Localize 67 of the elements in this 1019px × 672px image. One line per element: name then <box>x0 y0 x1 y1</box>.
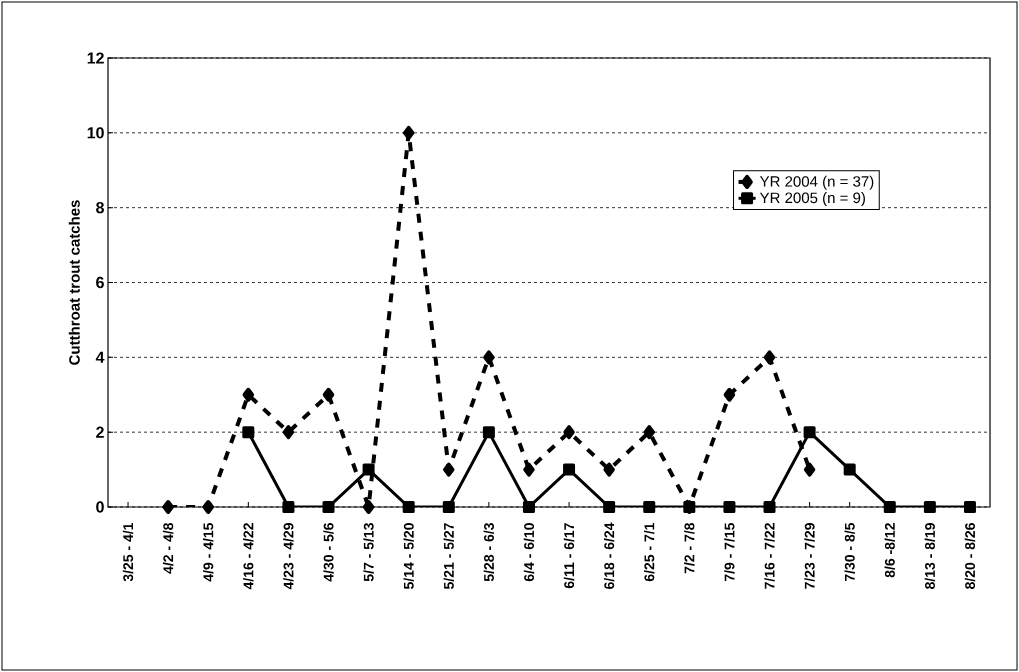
x-tick-label: 7/30 - 8/5 <box>844 522 855 582</box>
x-tick-label: 6/25 - 7/1 <box>644 522 655 582</box>
point <box>482 426 495 439</box>
x-tick-label: 6/18 - 6/24 <box>603 522 615 589</box>
x-tick-label: 6/4 - 6/10 <box>523 523 535 582</box>
point <box>723 387 736 402</box>
point <box>282 501 295 513</box>
point <box>603 501 616 513</box>
point <box>522 501 535 513</box>
point <box>162 500 174 514</box>
y-axis-title: Cutthroat trout catches <box>68 200 80 365</box>
point <box>362 463 375 476</box>
point <box>643 501 656 513</box>
point <box>803 462 816 477</box>
x-tick-label: 4/30 - 5/6 <box>323 523 334 582</box>
point <box>843 463 856 476</box>
point <box>883 501 896 513</box>
x-tick-label: 5/28 - 6/3 <box>483 523 495 582</box>
x-tick-label: 3/25 - 4/1 <box>122 522 134 582</box>
point <box>563 425 575 440</box>
x-tick-label: 4/9 - 4/15 <box>203 522 214 582</box>
y-tick-label: 12 <box>87 52 104 64</box>
point <box>202 500 214 514</box>
point <box>442 501 455 513</box>
x-tick-label: 8/20 - 8/26 <box>964 523 976 590</box>
x-tick-label: 7/9 - 7/15 <box>724 522 735 582</box>
point <box>242 426 255 439</box>
point <box>763 350 776 365</box>
point <box>963 501 976 513</box>
point <box>362 500 375 514</box>
point <box>683 501 696 513</box>
point <box>603 462 615 477</box>
x-tick-label: 5/21 - 5/27 <box>443 523 454 590</box>
point <box>402 125 415 140</box>
point <box>242 387 255 402</box>
y-tick-label: 0 <box>96 501 104 513</box>
point <box>483 350 495 365</box>
point <box>563 463 576 476</box>
point <box>523 462 535 477</box>
point <box>402 501 415 513</box>
x-tick-label: 8/13 - 8/19 <box>924 523 936 590</box>
y-tick-label: 10 <box>87 127 104 139</box>
point <box>282 425 295 440</box>
point <box>923 501 936 513</box>
x-tick-label: 4/23 - 4/29 <box>283 523 294 590</box>
x-tick-label: 7/16 - 7/22 <box>764 523 775 589</box>
x-tick-label: 5/7 - 5/13 <box>363 523 374 582</box>
point <box>723 501 736 513</box>
x-tick-label: 4/2 - 4/8 <box>162 522 174 574</box>
point <box>803 426 816 439</box>
x-tick-label: 4/16 - 4/22 <box>243 523 254 590</box>
legend-label: YR 2005 (n = 9) <box>759 192 865 207</box>
point <box>322 501 335 513</box>
x-tick-label: 8/6 -8/12 <box>884 523 895 578</box>
legend-label: YR 2004 (n = 37) <box>759 175 874 190</box>
point <box>643 425 655 440</box>
y-tick-label: 2 <box>96 426 104 438</box>
x-tick-label: 7/23 - 7/29 <box>804 523 815 589</box>
point <box>443 462 455 477</box>
y-tick-label: 8 <box>96 202 104 214</box>
y-tick-label: 4 <box>95 351 105 363</box>
point <box>763 501 776 513</box>
x-tick-label: 7/2 - 7/8 <box>684 522 695 574</box>
y-tick-label: 6 <box>96 276 104 289</box>
x-tick-label: 6/11 - 6/17 <box>563 523 575 589</box>
x-tick-label: 5/14 - 5/20 <box>403 523 414 590</box>
point <box>322 387 335 402</box>
